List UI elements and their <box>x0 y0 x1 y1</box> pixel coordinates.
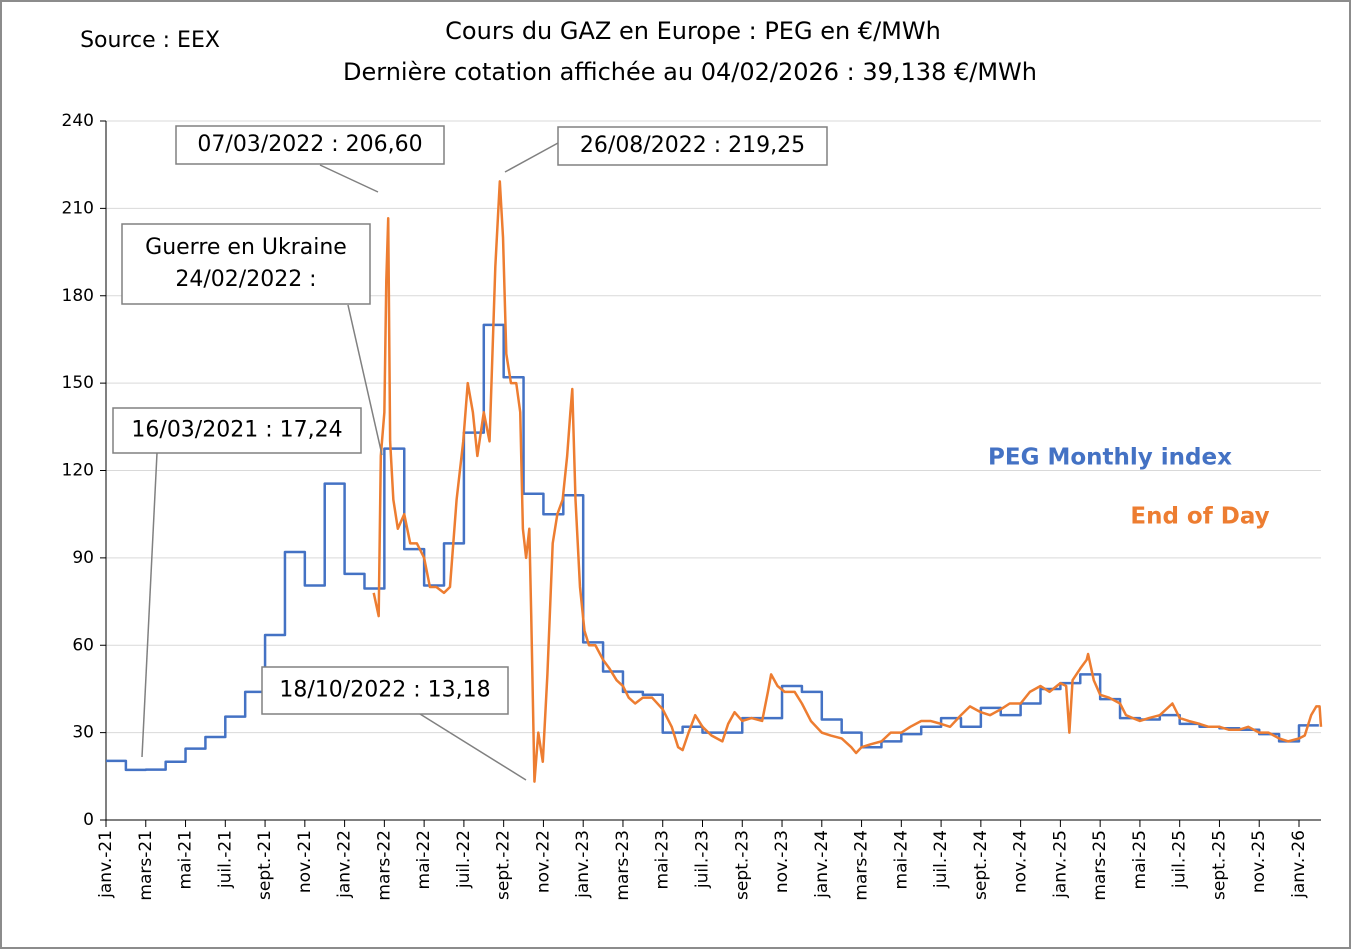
legend-label: PEG Monthly index <box>988 445 1232 471</box>
x-tick-label: mars-21 <box>136 830 156 901</box>
annotation-leader <box>419 713 527 781</box>
x-tick-label: mars-25 <box>1090 830 1110 901</box>
x-tick-label: mars-24 <box>852 830 872 901</box>
x-tick-label: mai-25 <box>1130 830 1150 889</box>
x-tick-label: sept.-25 <box>1209 830 1229 900</box>
legend-label: End of Day <box>1130 504 1269 530</box>
source: Source : EEX <box>80 28 220 53</box>
series-line <box>372 180 1323 783</box>
grid-layer: 0 30 60 90 120 150 180 210 240 janv.-21 mars-21 mai… <box>62 111 1321 901</box>
annotation-box <box>175 125 445 165</box>
x-tick-label: nov.-23 <box>772 830 792 893</box>
x-tick-label: sept.-21 <box>255 830 275 900</box>
x-tick-label: nov.-22 <box>533 830 553 893</box>
x-tick-label: janv.-26 <box>1289 830 1309 899</box>
annotation-text: 24/02/2022 : <box>175 267 316 292</box>
x-tick-label: mai-23 <box>653 830 673 889</box>
x-tick-label: sept.-24 <box>971 830 991 900</box>
x-tick-label: nov.-25 <box>1249 830 1269 893</box>
annotation-leader <box>347 304 383 456</box>
y-tick-label: 30 <box>72 723 94 743</box>
annotation-leader <box>319 164 379 193</box>
chart-subtitle: Dernière cotation affichée au 04/02/2026… <box>343 58 1037 86</box>
annotation-box <box>121 223 371 305</box>
annotation-text: Guerre en Ukraine <box>145 235 347 260</box>
annotation-text: 18/10/2022 : 13,18 <box>279 678 490 703</box>
x-tick-label: mars-23 <box>613 830 633 901</box>
y-tick-label: 0 <box>83 810 94 830</box>
x-tick-label: mai-22 <box>414 830 434 889</box>
annotation-text: 16/03/2021 : 17,24 <box>131 418 342 443</box>
x-tick-label: janv.-23 <box>573 830 593 899</box>
x-tick-label: janv.-21 <box>96 830 116 899</box>
x-tick-label: mars-22 <box>374 830 394 901</box>
annotation-layer: PEG Monthly index End of Day 07/03/2022 : … <box>112 125 1270 781</box>
y-tick-label: 180 <box>62 286 94 306</box>
x-tick-label: mai-24 <box>891 830 911 889</box>
y-tick-label: 90 <box>72 548 94 568</box>
x-tick-label: janv.-22 <box>335 830 355 899</box>
annotation-leader <box>141 452 158 758</box>
x-tick-label: nov.-21 <box>295 830 315 893</box>
annotation-leader <box>504 142 559 173</box>
x-tick-label: sept.-23 <box>732 830 752 900</box>
annotation-box <box>557 126 828 166</box>
x-tick-label: janv.-25 <box>1050 830 1070 899</box>
y-tick-label: 120 <box>62 461 94 481</box>
series-layer <box>106 180 1323 783</box>
annotation-box <box>261 666 509 715</box>
annotation-text: 07/03/2022 : 206,60 <box>197 132 422 157</box>
x-tick-label: juil.-24 <box>931 830 951 889</box>
y-tick-label: 210 <box>62 198 94 218</box>
y-tick-label: 60 <box>72 635 94 655</box>
x-tick-label: juil.-21 <box>215 830 235 889</box>
x-tick-label: juil.-25 <box>1170 830 1190 889</box>
annotation-text: 26/08/2022 : 219,25 <box>580 133 805 158</box>
x-tick-label: nov.-24 <box>1011 830 1031 893</box>
x-tick-label: janv.-24 <box>812 830 832 899</box>
x-tick-label: mai-21 <box>176 830 196 889</box>
x-tick-label: sept.-22 <box>494 830 514 900</box>
annotation-box <box>112 407 362 454</box>
x-tick-label: juil.-22 <box>454 830 474 889</box>
y-tick-label: 240 <box>62 111 94 131</box>
chart-title: Cours du GAZ en Europe : PEG en €/MWh <box>445 17 941 45</box>
y-tick-label: 150 <box>62 373 94 393</box>
x-tick-label: juil.-23 <box>692 830 712 889</box>
